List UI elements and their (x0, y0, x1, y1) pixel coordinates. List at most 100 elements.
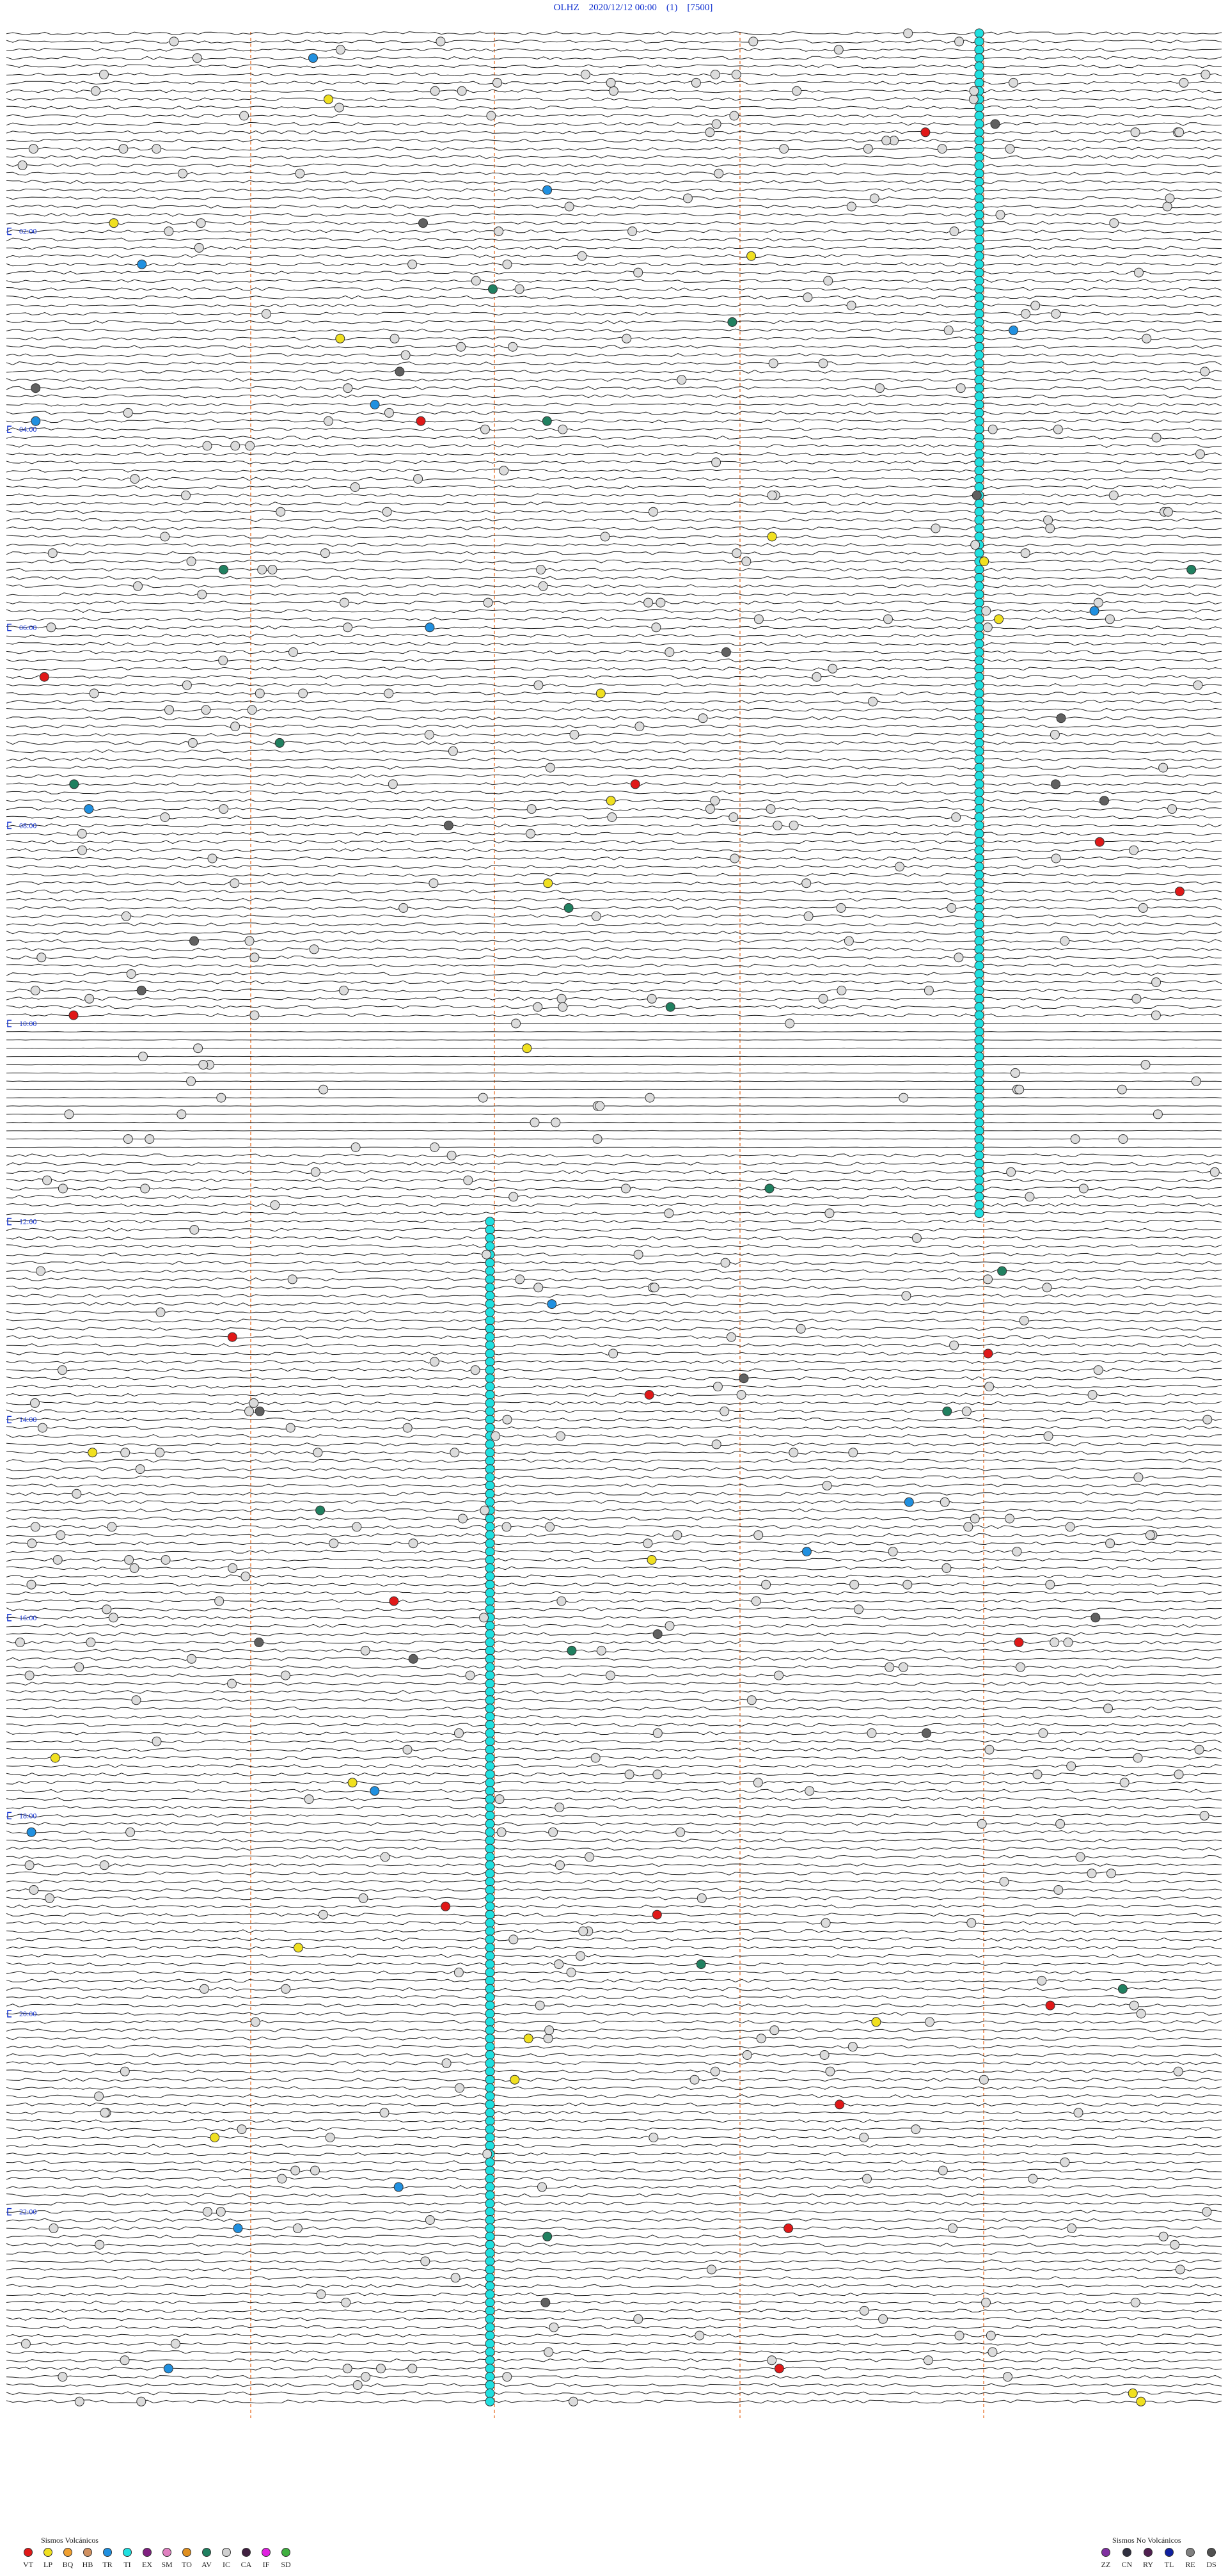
event-marker (911, 2124, 921, 2135)
trace (6, 1591, 1222, 1595)
event-marker (358, 1893, 368, 1903)
event-marker (107, 1522, 117, 1532)
event-marker (569, 2396, 578, 2406)
event-marker (1106, 1869, 1116, 1879)
legend-code: CA (241, 2560, 252, 2569)
event-marker (239, 111, 249, 121)
event-marker (984, 1382, 995, 1392)
event-marker (942, 1406, 952, 1416)
event-marker (77, 845, 87, 855)
trace (6, 493, 1222, 498)
event-marker (651, 622, 661, 633)
event-marker (974, 160, 984, 170)
event-marker (774, 1670, 784, 1680)
event-marker (455, 2083, 464, 2093)
event-marker (470, 1365, 480, 1375)
event-marker (1133, 1473, 1144, 1482)
event-marker (828, 663, 838, 674)
event-marker (485, 1555, 495, 1565)
event-marker (485, 1308, 495, 1317)
event-marker (187, 1654, 196, 1664)
event-marker (163, 2364, 173, 2374)
event-marker (1140, 1060, 1151, 1070)
label-bracket (7, 1812, 12, 1820)
event-marker (485, 1951, 495, 1961)
event-marker (485, 1769, 495, 1780)
event-marker (483, 597, 493, 608)
event-marker (233, 2223, 243, 2233)
event-marker (969, 86, 979, 96)
event-marker (974, 424, 984, 434)
event-marker (298, 688, 308, 699)
event-marker (767, 2355, 777, 2366)
event-marker (833, 45, 844, 55)
event-marker (974, 136, 984, 146)
trace (6, 419, 1222, 423)
event-marker (485, 1621, 495, 1631)
legend-code: LP (43, 2560, 52, 2569)
event-marker (31, 383, 41, 393)
event-marker (315, 1505, 326, 1515)
trace (6, 452, 1222, 456)
event-marker (974, 928, 984, 938)
event-marker (547, 1299, 557, 1309)
event-marker (485, 2256, 495, 2266)
trace (6, 2391, 1222, 2396)
legend-code: CN (1122, 2560, 1133, 2569)
event-marker (270, 1200, 280, 1210)
event-marker (555, 1431, 565, 1441)
event-marker (974, 242, 984, 253)
trace (6, 2061, 1222, 2066)
event-marker (214, 1596, 224, 1606)
event-marker (974, 589, 984, 599)
event-marker (485, 1803, 495, 1812)
event-marker (974, 466, 984, 476)
event-marker (974, 639, 984, 649)
trace (6, 1698, 1222, 1702)
event-marker (182, 680, 192, 690)
event-marker (485, 1299, 495, 1309)
event-marker (1012, 1547, 1022, 1557)
event-marker (974, 548, 984, 558)
event-marker (1063, 1638, 1073, 1647)
event-marker (545, 763, 555, 773)
event-marker (847, 2042, 858, 2052)
event-marker (58, 1183, 68, 1194)
event-marker (485, 2034, 495, 2044)
trace (6, 1467, 1222, 1471)
trace (6, 534, 1222, 539)
event-marker (943, 325, 954, 335)
event-marker (485, 1819, 495, 1829)
trace (6, 1252, 1222, 1257)
event-marker (1070, 1134, 1080, 1144)
event-marker (974, 1175, 984, 1185)
trace (6, 39, 1222, 43)
time-label: 12:00 (19, 1217, 36, 1226)
legend-swatch (63, 2548, 72, 2557)
event-marker (867, 1728, 877, 1738)
trace (6, 1937, 1222, 1941)
trace (6, 1442, 1222, 1446)
trace (6, 2028, 1222, 2032)
event-marker (1056, 713, 1066, 723)
trace (6, 1376, 1222, 1380)
event-marker (899, 1093, 909, 1103)
event-marker (885, 1662, 895, 1672)
event-marker (551, 1118, 561, 1128)
event-marker (485, 1382, 495, 1392)
event-marker (58, 1365, 67, 1375)
trace (6, 625, 1222, 629)
event-marker (178, 168, 187, 178)
event-marker (580, 70, 590, 79)
event-marker (304, 1794, 314, 1805)
event-marker (502, 2372, 512, 2382)
event-marker (430, 1142, 439, 1152)
trace (6, 1599, 1222, 1604)
trace (6, 1219, 1222, 1224)
time-label: 22:00 (19, 2208, 36, 2216)
label-bracket (7, 1416, 12, 1423)
event-marker (508, 1192, 519, 1202)
event-marker (485, 1283, 495, 1293)
event-marker (293, 1943, 303, 1953)
event-marker (649, 2133, 659, 2142)
